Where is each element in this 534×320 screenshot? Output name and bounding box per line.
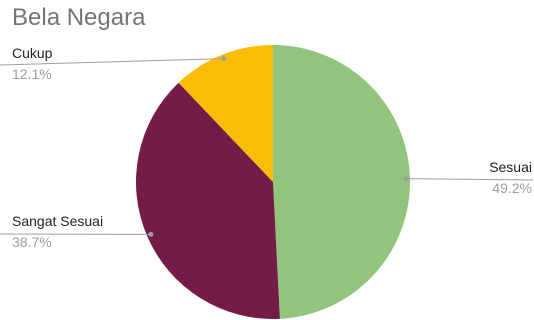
slice-percent-cukup: 12.1% [12, 66, 52, 82]
slice-label-cukup: Cukup [12, 45, 53, 61]
leader-line-sesuai [405, 178, 534, 181]
leader-line-cukup [0, 58, 224, 66]
chart-title: Bela Negara [12, 4, 146, 31]
slice-percent-sangat-sesuai: 38.7% [12, 234, 52, 250]
pie-slice-sesuai [273, 45, 410, 319]
slice-label-sesuai: Sesuai [489, 159, 532, 175]
slice-labels: Sesuai 49.2% Sangat Sesuai 38.7% Cukup 12.1% [12, 45, 532, 250]
pie-slices [136, 45, 410, 320]
slice-percent-sesuai: 49.2% [492, 180, 532, 196]
pie-slice-sangat-sesuai [136, 82, 280, 320]
slice-label-sangat-sesuai: Sangat Sesuai [12, 213, 103, 229]
pie-slice-cukup [178, 45, 273, 182]
leader-lines [0, 56, 534, 237]
